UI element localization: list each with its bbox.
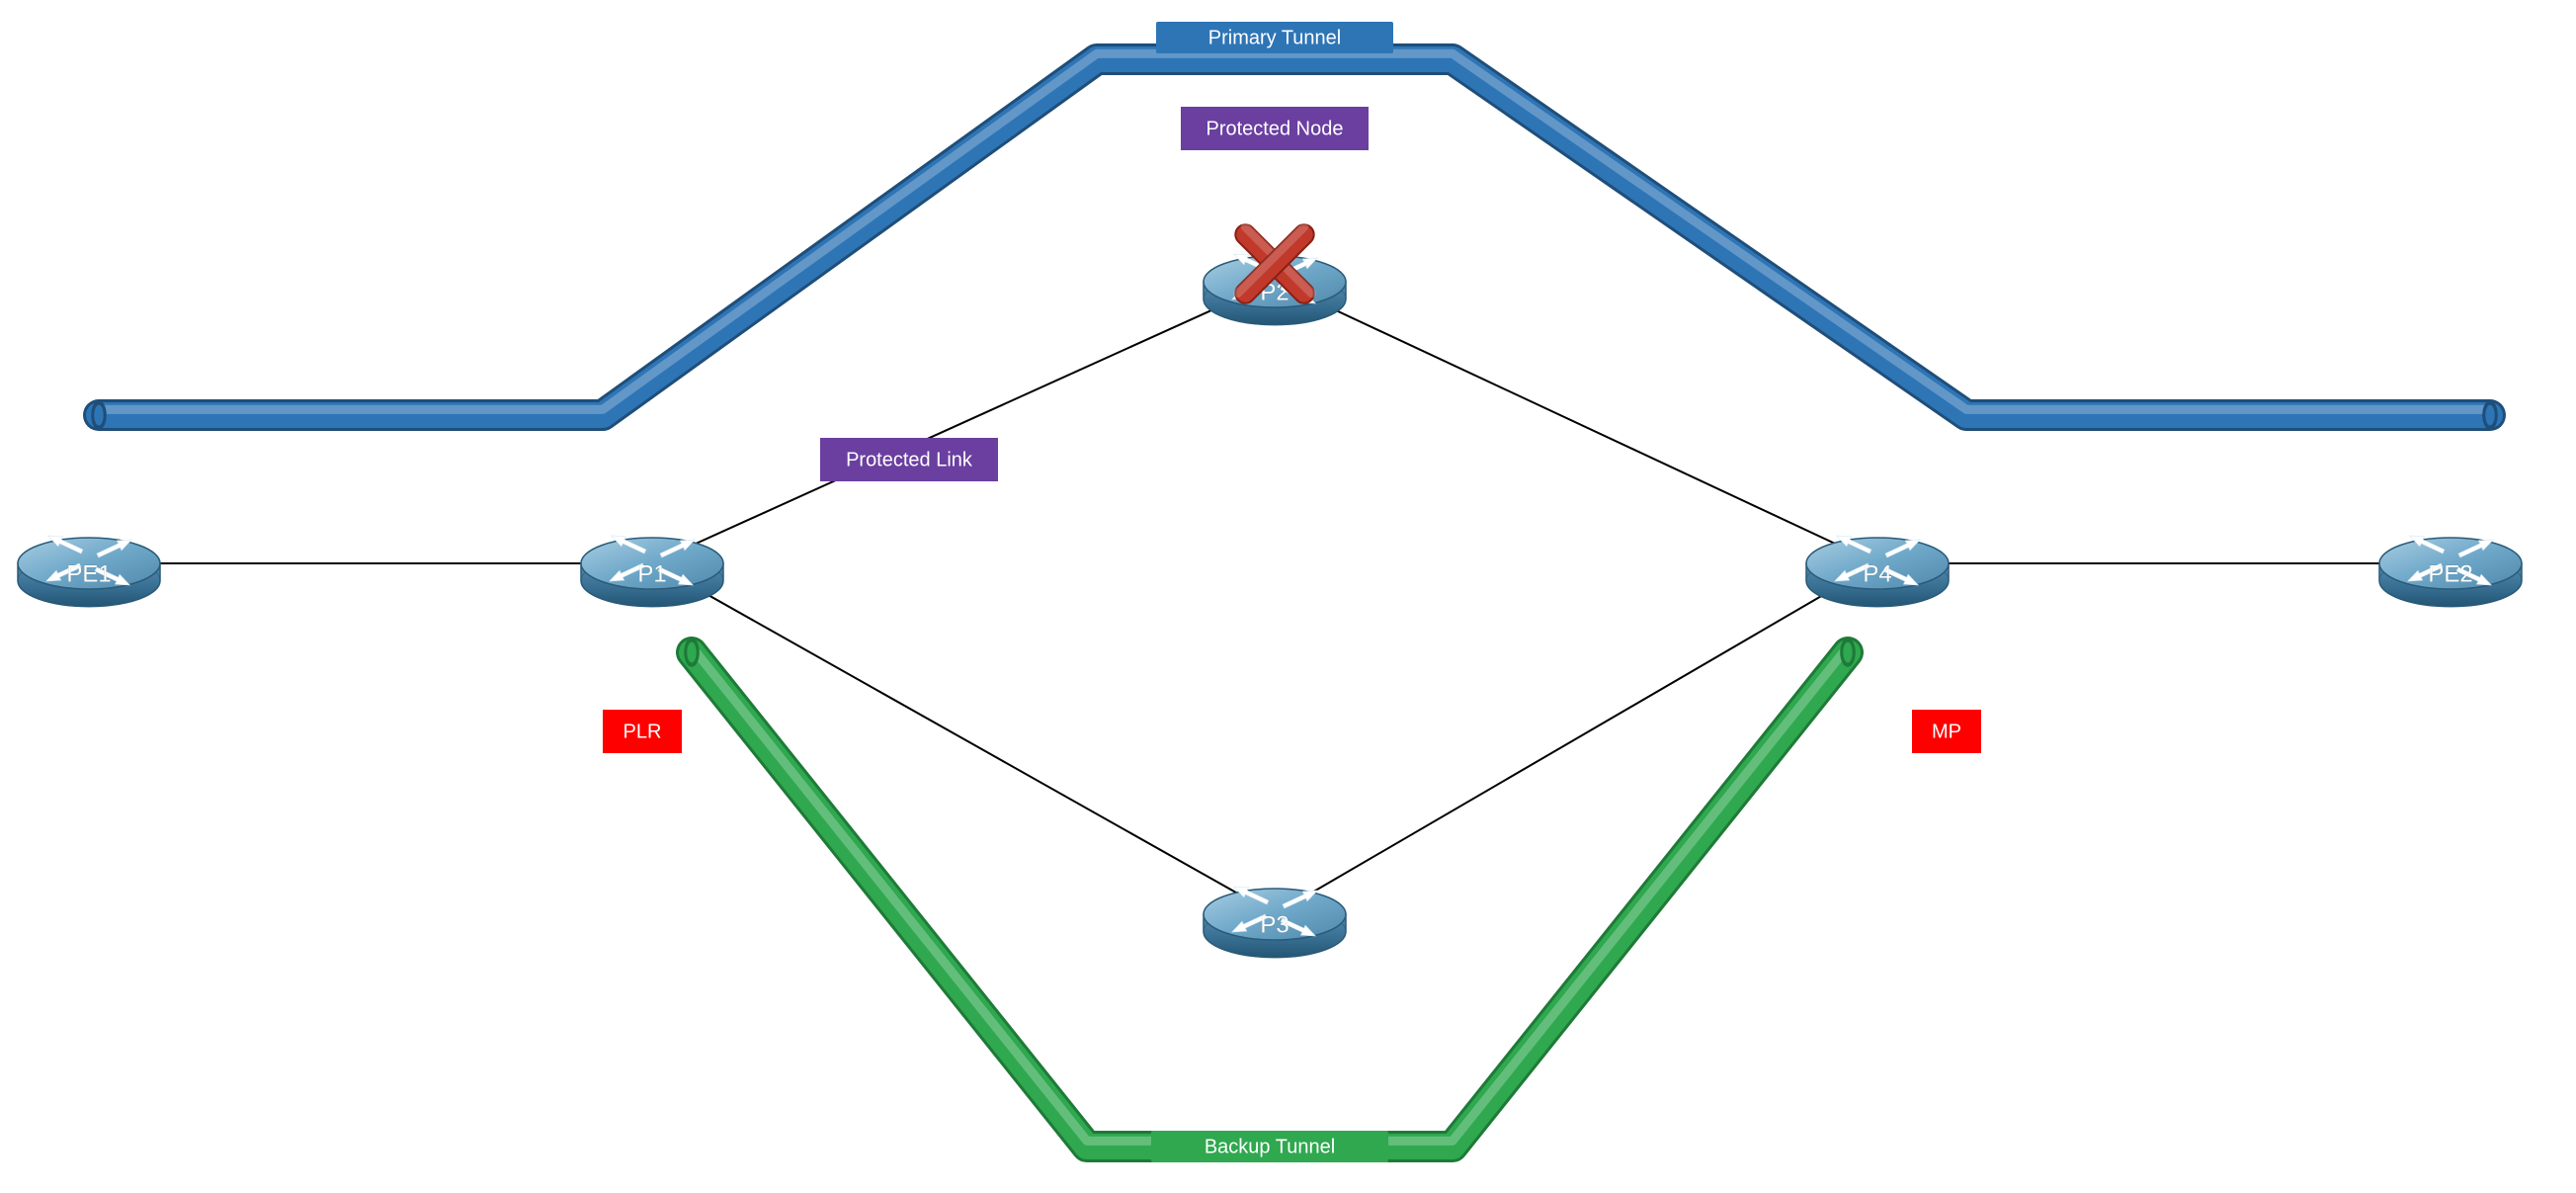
link-p2-p4 — [1275, 282, 1877, 563]
router-p1-label: P1 — [637, 561, 666, 588]
badge-protected_node: Protected Node — [1181, 107, 1369, 150]
router-p2: P2 — [1204, 220, 1346, 324]
badge-mp-label: MP — [1932, 721, 1961, 742]
badge-protected_link: Protected Link — [820, 438, 998, 481]
links-layer — [89, 282, 2451, 914]
router-pe1-label: PE1 — [66, 561, 111, 588]
router-p4-label: P4 — [1863, 561, 1891, 588]
router-p4: P4 — [1806, 531, 1949, 607]
primary-tunnel-label: Primary Tunnel — [1208, 27, 1342, 48]
router-p3: P3 — [1204, 882, 1346, 958]
badge-mp: MP — [1912, 710, 1981, 753]
primary-tunnel: Primary Tunnel — [92, 22, 2498, 429]
backup-tunnel-label: Backup Tunnel — [1205, 1136, 1335, 1157]
router-pe2-label: PE2 — [2428, 561, 2472, 588]
badge-protected_link-label: Protected Link — [846, 449, 973, 470]
router-pe1: PE1 — [18, 531, 160, 607]
badge-protected_node-label: Protected Node — [1206, 118, 1344, 139]
router-pe2: PE2 — [2379, 531, 2522, 607]
badge-plr: PLR — [603, 710, 682, 753]
badge-plr-label: PLR — [623, 721, 662, 742]
router-p1: P1 — [581, 531, 723, 607]
router-p3-label: P3 — [1260, 912, 1288, 939]
